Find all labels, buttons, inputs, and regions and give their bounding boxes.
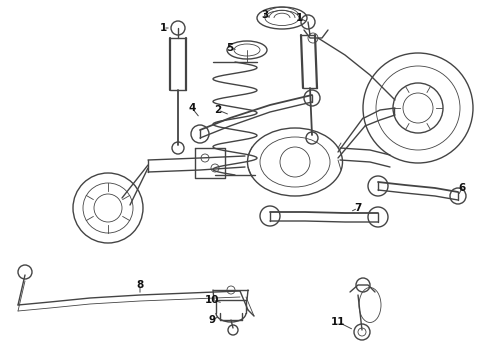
Text: 10: 10 (205, 295, 219, 305)
Text: 9: 9 (208, 315, 216, 325)
Text: 2: 2 (215, 105, 221, 115)
Text: 3: 3 (261, 10, 269, 20)
Text: 4: 4 (188, 103, 196, 113)
Text: 1: 1 (295, 13, 303, 23)
Text: 8: 8 (136, 280, 144, 290)
Text: 6: 6 (458, 183, 466, 193)
Text: 5: 5 (226, 43, 234, 53)
Text: 11: 11 (331, 317, 345, 327)
Text: 1: 1 (159, 23, 167, 33)
Text: 7: 7 (354, 203, 362, 213)
